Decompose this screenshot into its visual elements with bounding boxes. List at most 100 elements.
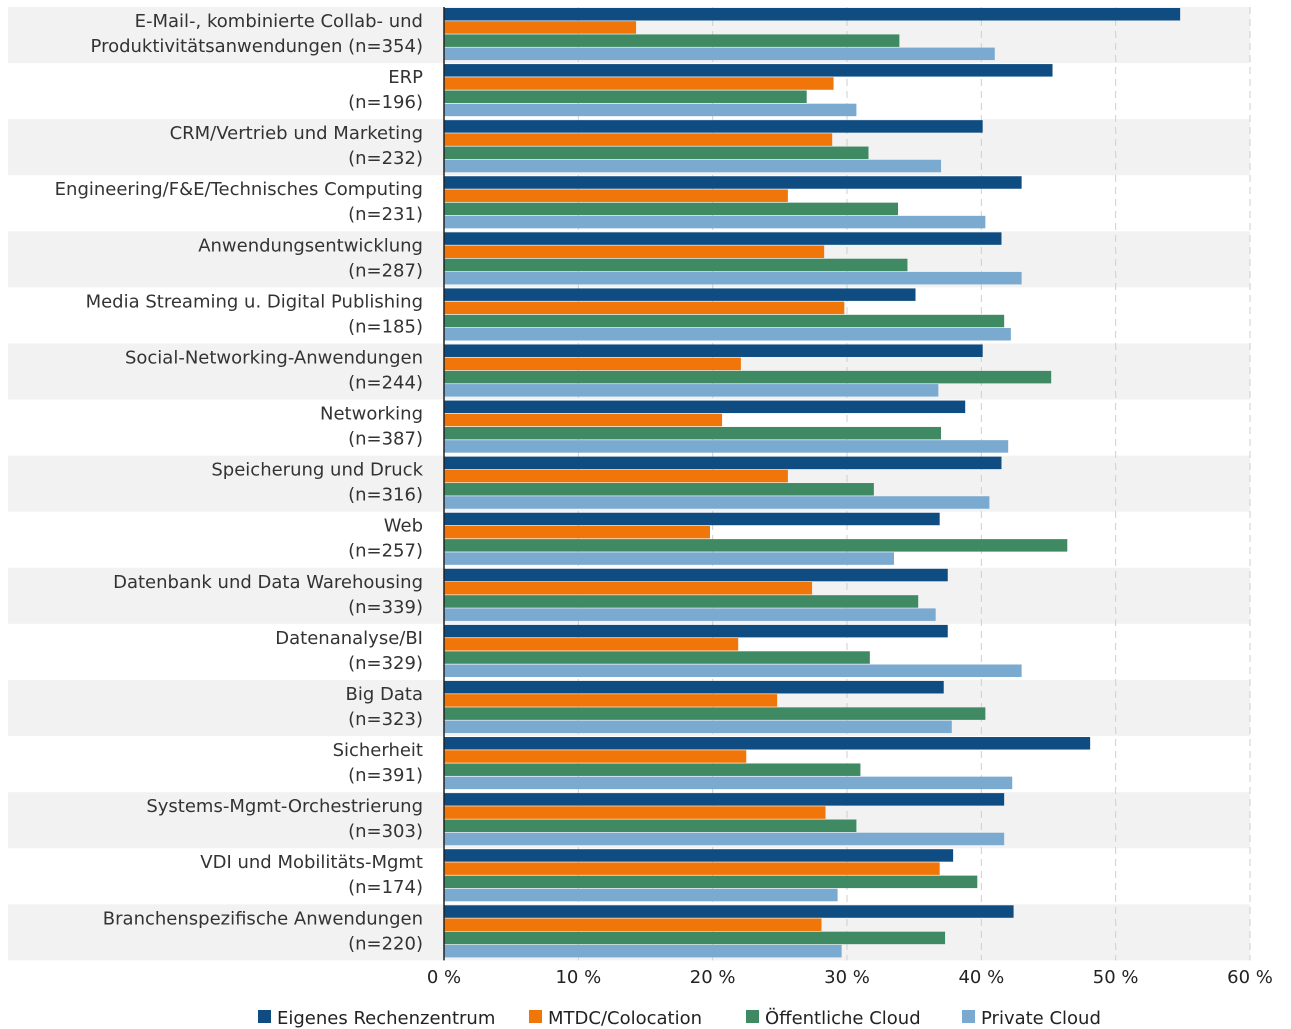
bar-private-cloud [444,47,995,61]
category-label: (n=196) [348,92,423,113]
bar-eigenes-rechenzentrum [444,232,1002,245]
category-label: Engineering/F&E/Technisches Computing [55,179,423,200]
x-tick-label: 30 % [824,967,870,988]
bar--ffentliche-cloud [444,763,861,776]
bar-private-cloud [444,608,936,621]
legend-label: Eigenes Rechenzentrum [277,1008,495,1029]
bar-private-cloud [444,328,1011,341]
bar--ffentliche-cloud [444,34,900,47]
bar--ffentliche-cloud [444,426,942,440]
x-tick-label: 50 % [1093,967,1139,988]
bar-eigenes-rechenzentrum [444,64,1053,77]
x-tick-label: 20 % [690,967,736,988]
bar--ffentliche-cloud [444,707,986,720]
bar--ffentliche-cloud [444,483,874,496]
category-label: Produktivitätsanwendungen (n=354) [91,36,423,57]
bar-private-cloud [444,776,1013,790]
bar-eigenes-rechenzentrum [444,176,1022,189]
bar--ffentliche-cloud [444,90,807,103]
bar-eigenes-rechenzentrum [444,905,1014,918]
bar-eigenes-rechenzentrum [444,288,916,301]
category-label: Big Data [346,684,423,705]
category-label: Anwendungsentwicklung [198,235,423,256]
category-label: (n=257) [348,541,423,562]
bar--ffentliche-cloud [444,651,870,664]
bar--ffentliche-cloud [444,539,1068,552]
bar-mtdc-colocation [444,133,833,146]
bar-private-cloud [444,440,1009,453]
bar-eigenes-rechenzentrum [444,456,1002,470]
bar-eigenes-rechenzentrum [444,400,966,414]
bar-private-cloud [444,832,1005,846]
bar-mtdc-colocation [444,750,747,763]
bar-mtdc-colocation [444,357,741,371]
bar--ffentliche-cloud [444,370,1052,384]
x-tick-label: 0 % [427,967,461,988]
category-label: ERP [388,67,423,88]
category-label: E-Mail-, kombinierte Collab- und [135,11,423,32]
category-label: Social-Networking-Anwendungen [125,347,423,368]
category-label: (n=339) [348,597,423,618]
bar-private-cloud [444,215,986,229]
bar-mtdc-colocation [444,77,834,90]
bar-private-cloud [444,496,990,509]
bar-eigenes-rechenzentrum [444,8,1181,21]
category-label: (n=174) [348,877,423,898]
bar-private-cloud [444,384,939,397]
category-label: Branchenspezifische Anwendungen [103,908,423,929]
bar--ffentliche-cloud [444,202,899,216]
category-label: (n=323) [348,709,423,730]
category-label: Systems-Mgmt-Orchestrierung [146,796,423,817]
bar--ffentliche-cloud [444,875,978,889]
category-label: Web [384,516,423,537]
category-label: (n=316) [348,485,423,506]
bar--ffentliche-cloud [444,819,857,833]
category-label: Datenanalyse/BI [275,628,423,649]
category-label: (n=303) [348,821,423,842]
bar-eigenes-rechenzentrum [444,344,983,357]
legend-swatch [529,1010,542,1023]
category-label: (n=287) [348,260,423,281]
bar-private-cloud [444,103,857,117]
bar-mtdc-colocation [444,918,822,931]
bar-mtdc-colocation [444,189,788,202]
bar-mtdc-colocation [444,413,723,427]
category-label: Sicherheit [333,740,423,761]
bar-eigenes-rechenzentrum [444,793,1005,806]
category-label: Datenbank und Data Warehousing [113,572,423,593]
bar--ffentliche-cloud [444,258,908,272]
bar-mtdc-colocation [444,694,778,707]
bar-private-cloud [444,944,842,958]
category-label: (n=220) [348,933,423,954]
bar-eigenes-rechenzentrum [444,512,940,526]
bar-private-cloud [444,888,838,902]
bar-eigenes-rechenzentrum [444,680,944,694]
category-label: (n=185) [348,316,423,337]
bar-eigenes-rechenzentrum [444,849,954,862]
bar--ffentliche-cloud [444,314,1005,328]
category-label: (n=391) [348,765,423,786]
bar-private-cloud [444,159,942,173]
category-label: CRM/Vertrieb und Marketing [170,123,423,144]
bar-mtdc-colocation [444,245,825,259]
x-tick-label: 40 % [958,967,1004,988]
category-label: (n=231) [348,204,423,225]
x-tick-label: 10 % [555,967,601,988]
bar-mtdc-colocation [444,638,739,651]
category-label: (n=387) [348,429,423,450]
legend-label: Private Cloud [981,1008,1101,1029]
category-label: (n=232) [348,148,423,169]
bar-mtdc-colocation [444,806,826,819]
bar-mtdc-colocation [444,21,637,34]
bar-mtdc-colocation [444,582,813,595]
category-label: (n=329) [348,653,423,674]
bar-private-cloud [444,271,1022,285]
category-label: Networking [320,404,423,425]
legend-label: MTDC/Colocation [548,1008,702,1029]
bar-mtdc-colocation [444,469,788,483]
x-tick-label: 60 % [1227,967,1273,988]
bar--ffentliche-cloud [444,931,946,945]
category-label: (n=244) [348,372,423,393]
bar-eigenes-rechenzentrum [444,624,948,638]
legend-label: Öffentliche Cloud [765,1007,921,1029]
